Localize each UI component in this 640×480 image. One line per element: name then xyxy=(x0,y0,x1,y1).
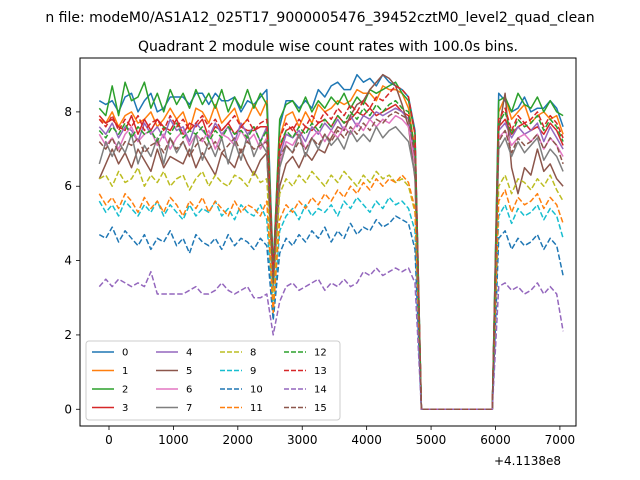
legend-frame xyxy=(85,340,341,421)
y-tick-label: 2 xyxy=(64,328,72,342)
legend-label-3: 3 xyxy=(122,403,128,414)
legend-label-13: 13 xyxy=(314,366,327,377)
legend-label-2: 2 xyxy=(122,385,128,396)
legend-label-12: 12 xyxy=(314,348,327,359)
legend-label-1: 1 xyxy=(122,366,128,377)
figure-suptitle: n file: modeM0/AS1A12_025T17_9000005476_… xyxy=(45,10,594,26)
x-tick-label: 6000 xyxy=(480,433,511,447)
x-tick-label: 5000 xyxy=(416,433,447,447)
legend-label-14: 14 xyxy=(314,385,327,396)
x-tick-label: 7000 xyxy=(545,433,576,447)
legend-label-10: 10 xyxy=(250,385,263,396)
legend-label-6: 6 xyxy=(186,385,192,396)
x-tick-label: 2000 xyxy=(223,433,254,447)
y-tick-label: 8 xyxy=(64,105,72,119)
legend-label-7: 7 xyxy=(186,403,192,414)
legend-label-11: 11 xyxy=(250,403,263,414)
x-tick-label: 3000 xyxy=(287,433,318,447)
legend-label-5: 5 xyxy=(186,366,192,377)
series-line-15 xyxy=(98,111,564,411)
axes-frame xyxy=(79,57,577,427)
series-line-13 xyxy=(98,85,564,411)
x-tick-label: 1000 xyxy=(158,433,189,447)
y-tick-label: 0 xyxy=(64,402,72,416)
legend-label-0: 0 xyxy=(122,348,128,359)
x-axis-offset-label: +4.1138e8 xyxy=(494,454,561,468)
legend-label-8: 8 xyxy=(250,348,256,359)
series-layer xyxy=(98,73,564,411)
chart-title: Quadrant 2 module wise count rates with … xyxy=(138,39,518,55)
legend-label-9: 9 xyxy=(250,366,256,377)
y-tick-label: 4 xyxy=(64,254,72,268)
legend-label-4: 4 xyxy=(186,348,192,359)
x-tick-label: 0 xyxy=(105,433,113,447)
y-axis-ticks: 0 2 4 6 8 xyxy=(64,105,80,416)
plot-area: 0 1000 2000 3000 4000 5000 6000 7000 0 2 4 6 8 xyxy=(64,57,577,447)
legend-label-15: 15 xyxy=(314,403,327,414)
y-tick-label: 6 xyxy=(64,179,72,193)
x-tick-label: 4000 xyxy=(351,433,382,447)
x-axis-ticks: 0 1000 2000 3000 4000 5000 6000 7000 xyxy=(105,426,575,447)
